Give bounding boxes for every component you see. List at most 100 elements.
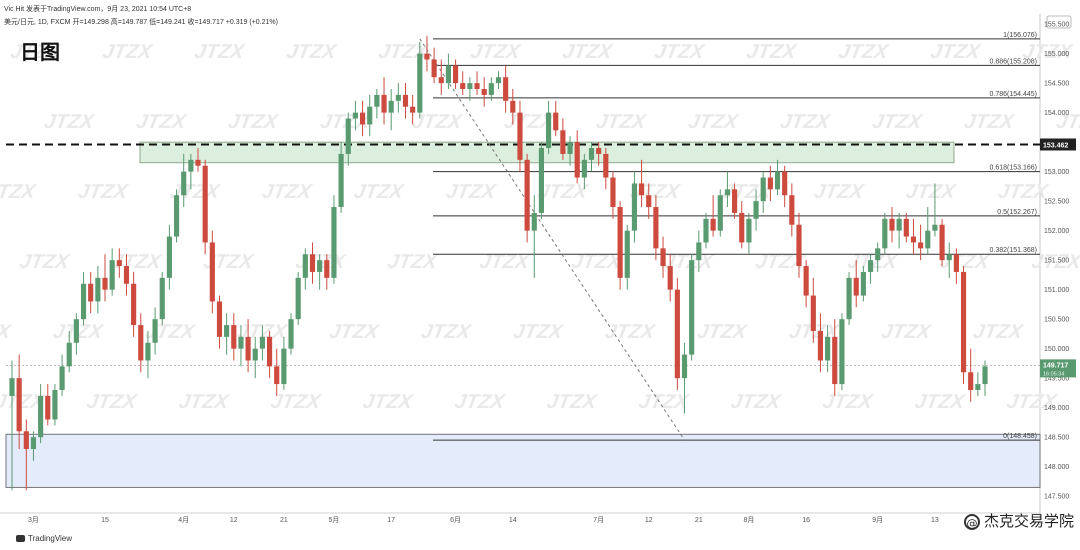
candle-body[interactable] (224, 325, 230, 337)
candle-body[interactable] (138, 325, 144, 361)
candle-body[interactable] (359, 112, 366, 125)
candle-body[interactable] (452, 65, 459, 84)
candle-body[interactable] (846, 277, 852, 320)
candle-body[interactable] (23, 431, 29, 449)
candle-body[interactable] (789, 195, 795, 225)
candle-body[interactable] (324, 260, 330, 278)
candle-body[interactable] (95, 277, 101, 302)
candle-body[interactable] (410, 106, 416, 113)
candle-body[interactable] (832, 336, 838, 385)
candle-body[interactable] (925, 230, 931, 249)
candle-body[interactable] (531, 212, 537, 231)
candle-body[interactable] (803, 266, 809, 296)
candle-body[interactable] (710, 218, 716, 231)
candle-body[interactable] (445, 65, 451, 84)
candle-body[interactable] (653, 207, 659, 249)
candle-body[interactable] (159, 277, 165, 320)
candle-body[interactable] (860, 271, 866, 296)
candle-body[interactable] (66, 342, 72, 367)
candle-body[interactable] (38, 395, 44, 438)
candle-body[interactable] (503, 77, 509, 101)
candle-body[interactable] (474, 83, 480, 90)
candle-body[interactable] (266, 336, 273, 367)
candle-body[interactable] (946, 254, 952, 261)
candle-body[interactable] (338, 153, 344, 208)
candle-body[interactable] (910, 236, 917, 243)
candle-body[interactable] (16, 378, 22, 432)
candle-body[interactable] (918, 242, 924, 249)
candle-body[interactable] (717, 195, 723, 231)
candle-body[interactable] (739, 212, 745, 243)
candle-body[interactable] (596, 148, 602, 154)
candle-body[interactable] (395, 94, 401, 101)
candle-body[interactable] (202, 165, 208, 243)
candle-body[interactable] (817, 330, 824, 361)
candle-body[interactable] (152, 319, 158, 343)
candle-body[interactable] (102, 277, 108, 290)
candle-body[interactable] (975, 384, 981, 390)
candle-body[interactable] (245, 336, 251, 361)
candle-body[interactable] (932, 224, 938, 231)
candle-body[interactable] (553, 112, 559, 131)
candle-body[interactable] (195, 159, 201, 166)
candle-body[interactable] (617, 207, 623, 278)
candle-body[interactable] (216, 301, 223, 337)
candle-body[interactable] (259, 336, 265, 349)
candle-body[interactable] (982, 366, 988, 385)
candle-body[interactable] (281, 348, 287, 385)
candle-body[interactable] (732, 189, 738, 213)
candle-body[interactable] (696, 242, 702, 261)
candle-body[interactable] (667, 266, 673, 290)
candle-body[interactable] (624, 230, 630, 278)
candle-body[interactable] (560, 130, 566, 154)
candle-body[interactable] (889, 218, 895, 231)
candle-body[interactable] (295, 277, 301, 320)
candle-body[interactable] (724, 189, 731, 196)
candle-body[interactable] (782, 171, 788, 196)
candle-body[interactable] (567, 142, 573, 154)
candle-body[interactable] (467, 83, 473, 90)
candle-body[interactable] (588, 148, 595, 160)
candle-body[interactable] (231, 325, 237, 349)
candle-body[interactable] (424, 53, 430, 60)
candle-body[interactable] (9, 378, 15, 396)
candle-body[interactable] (681, 354, 688, 379)
candle-body[interactable] (660, 248, 666, 267)
candle-body[interactable] (145, 342, 151, 361)
candle-body[interactable] (510, 100, 516, 113)
candle-body[interactable] (753, 201, 759, 219)
axis-settings-button[interactable] (1046, 15, 1072, 29)
candle-body[interactable] (309, 254, 316, 272)
candle-body[interactable] (839, 319, 845, 385)
candle-body[interactable] (867, 260, 874, 272)
candle-body[interactable] (546, 112, 552, 149)
candle-body[interactable] (903, 218, 909, 237)
candle-body[interactable] (288, 319, 294, 349)
candle-body[interactable] (331, 207, 337, 278)
candle-body[interactable] (481, 89, 487, 95)
candle-body[interactable] (774, 171, 781, 190)
candle-body[interactable] (252, 348, 258, 361)
candle-body[interactable] (603, 153, 609, 178)
candle-body[interactable] (968, 372, 974, 390)
candle-body[interactable] (374, 94, 380, 107)
candle-body[interactable] (488, 83, 494, 95)
candle-body[interactable] (703, 218, 709, 243)
candle-body[interactable] (796, 224, 802, 267)
candle-body[interactable] (402, 94, 409, 107)
candle-body[interactable] (939, 224, 945, 261)
candle-body[interactable] (181, 171, 187, 196)
candle-body[interactable] (109, 260, 115, 290)
candle-body[interactable] (188, 159, 194, 172)
candle-body[interactable] (52, 389, 58, 420)
candle-body[interactable] (674, 289, 680, 379)
candle-body[interactable] (495, 77, 502, 84)
candle-body[interactable] (45, 395, 51, 420)
candle-body[interactable] (345, 118, 351, 154)
candle-body[interactable] (953, 254, 959, 272)
candle-body[interactable] (123, 266, 130, 284)
candle-body[interactable] (960, 271, 967, 373)
candle-body[interactable] (166, 236, 172, 278)
candle-body[interactable] (760, 177, 766, 202)
